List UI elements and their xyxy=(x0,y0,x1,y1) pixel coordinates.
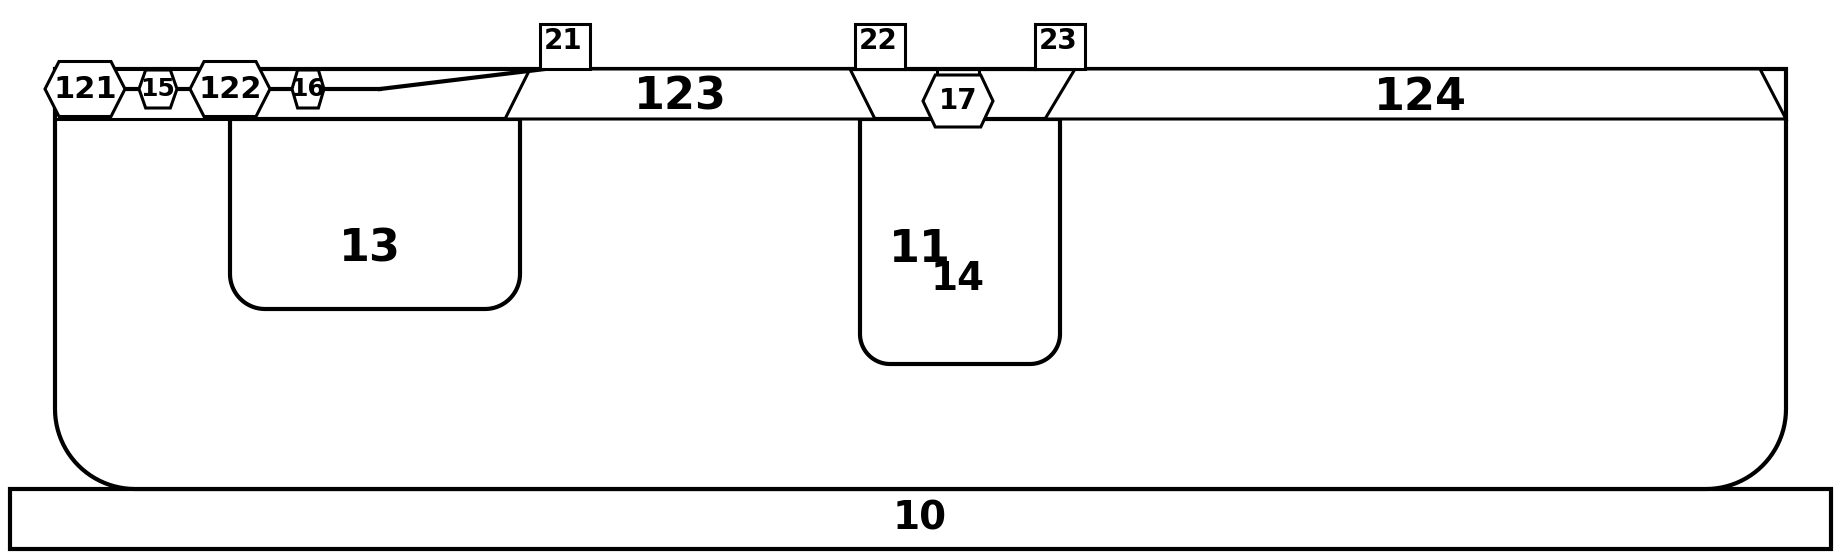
Text: 11: 11 xyxy=(889,228,952,271)
Text: 14: 14 xyxy=(932,260,985,298)
Polygon shape xyxy=(922,75,992,127)
Polygon shape xyxy=(293,70,324,108)
Text: 21: 21 xyxy=(543,27,582,55)
Text: 121: 121 xyxy=(53,74,116,103)
Text: 22: 22 xyxy=(858,27,897,55)
Polygon shape xyxy=(1046,69,1786,119)
Polygon shape xyxy=(1035,24,1084,69)
Text: 23: 23 xyxy=(1038,27,1077,55)
Text: 15: 15 xyxy=(140,77,175,101)
Polygon shape xyxy=(55,69,230,119)
Polygon shape xyxy=(860,119,1060,364)
Polygon shape xyxy=(140,70,177,108)
Polygon shape xyxy=(854,24,906,69)
Text: 16: 16 xyxy=(291,77,326,101)
Text: 13: 13 xyxy=(339,228,401,271)
Polygon shape xyxy=(190,61,271,116)
Text: 123: 123 xyxy=(633,75,727,119)
Text: 10: 10 xyxy=(893,500,946,538)
Text: 122: 122 xyxy=(199,74,261,103)
Polygon shape xyxy=(230,119,519,309)
Polygon shape xyxy=(44,61,125,116)
Text: 124: 124 xyxy=(1373,75,1467,119)
Polygon shape xyxy=(504,69,874,119)
Polygon shape xyxy=(539,24,589,69)
Polygon shape xyxy=(55,69,1786,489)
Polygon shape xyxy=(9,489,1832,549)
Text: 17: 17 xyxy=(939,87,978,115)
